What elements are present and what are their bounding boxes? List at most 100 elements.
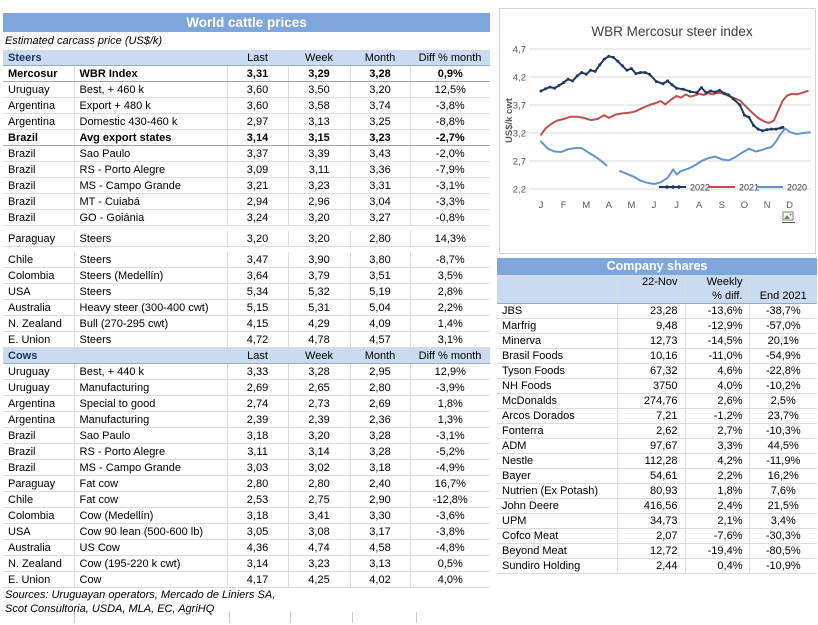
value-cell: 0,9% (409, 65, 491, 82)
company-end-cell: 21,5% (748, 498, 817, 514)
y-axis-label: US$/k cwt (504, 97, 515, 143)
y-tick-label: 3,7 (513, 101, 526, 112)
company-price-cell: 12,73 (616, 333, 685, 349)
country-cell: Uruguay (3, 81, 74, 98)
company-weekly-cell: -11,0% (684, 348, 749, 364)
series-marker (580, 71, 584, 74)
grid-stub (74, 612, 75, 623)
company-end-cell: 44,5% (748, 438, 817, 454)
company-row: Sundiro Holding 2,44 0,4% -10,9% (497, 558, 817, 574)
value-cell: 0,5% (409, 555, 491, 572)
value-cell: 4,57 (349, 331, 411, 348)
value-cell: 3,18 (226, 427, 289, 444)
value-cell: 4,25 (287, 571, 351, 588)
company-end-cell: -10,2% (748, 378, 817, 394)
table-row: Brazil Sao Paulo 3,18 3,20 3,28 -3,1% (3, 427, 491, 444)
value-cell: 3,23 (287, 177, 351, 194)
country-cell: Brazil (3, 443, 74, 460)
value-cell: 5,34 (226, 283, 289, 300)
table-row: N. Zealand Cow (195-220 k cwt) 3,14 3,23 3,1… (3, 555, 491, 572)
sources-note: Sources: Uruguayan operators, Mercado de… (5, 588, 275, 616)
value-cell: 3,27 (349, 209, 411, 226)
column-header: Diff % month (410, 50, 491, 66)
value-cell: 3,58 (287, 97, 351, 114)
value-cell: 5,31 (287, 299, 351, 316)
header-date: 22-Nov (616, 275, 685, 289)
value-cell: 14,3% (409, 231, 491, 247)
series-marker (598, 63, 602, 67)
series-marker (695, 91, 699, 95)
company-row: ADM 97,67 3,3% 44,5% (497, 438, 817, 454)
series-marker (704, 91, 708, 95)
company-name-cell: Tyson Foods (497, 363, 617, 379)
company-price-cell: 67,32 (616, 363, 685, 379)
country-cell: N. Zealand (3, 315, 74, 332)
company-row: John Deere 416,56 2,4% 21,5% (497, 498, 817, 514)
table-row: Uruguay Best, + 460 k 3,60 3,50 3,20 12,5% (3, 81, 491, 98)
company-price-cell: 80,93 (616, 483, 685, 499)
sources-line-1: Sources: Uruguayan operators, Mercado de… (5, 589, 276, 601)
country-cell: Brazil (3, 177, 74, 194)
table-row: Brazil Sao Paulo 3,37 3,39 3,43 -2,0% (3, 145, 491, 162)
series-marker (638, 71, 642, 74)
company-row: Tyson Foods 67,32 4,6% -22,8% (497, 363, 817, 379)
company-row: Nutrien (Ex Potash) 80,93 1,8% 7,6% (497, 483, 817, 499)
table-row: Paraguay Fat cow 2,80 2,80 2,40 16,7% (3, 475, 491, 492)
company-weekly-cell: 3,3% (684, 438, 749, 454)
country-cell: Brazil (3, 145, 74, 162)
series-marker (589, 68, 593, 72)
company-weekly-cell: 2,4% (684, 498, 749, 514)
company-price-cell: 97,67 (616, 438, 685, 454)
company-name-cell: ADM (497, 438, 617, 454)
series-marker (765, 128, 769, 132)
description-cell: Cow (195-220 k cwt) (73, 555, 228, 572)
value-cell: 3,13 (349, 555, 411, 572)
description-cell: GO - Goiánia (73, 209, 228, 226)
company-row: NH Foods 3750 4,0% -10,2% (497, 378, 817, 394)
column-header: Week (288, 347, 351, 364)
value-cell: 3,20 (287, 427, 351, 444)
company-row: Cofco Meat 2,07 -7,6% -30,3% (497, 528, 817, 544)
value-cell: 4,0% (409, 571, 491, 588)
value-cell: 3,04 (349, 193, 411, 210)
value-cell: 3,74 (349, 97, 411, 114)
value-cell: 1,4% (409, 315, 491, 332)
company-end-cell: 20,1% (748, 333, 817, 349)
company-end-cell: -57,0% (748, 318, 817, 334)
value-cell: 3,03 (226, 459, 289, 476)
value-cell: 3,08 (287, 523, 351, 540)
company-end-cell: -22,8% (748, 363, 817, 379)
series-marker (625, 68, 629, 72)
company-row: Bayer 54,61 2,2% 16,2% (497, 468, 817, 484)
value-cell: 2,80 (287, 475, 351, 492)
spacer-row (3, 246, 491, 252)
value-cell: 5,19 (349, 283, 411, 300)
company-weekly-cell: -13,6% (684, 303, 749, 319)
description-cell: Heavy steer (300-400 cwt) (73, 299, 228, 316)
value-cell: -4,9% (409, 459, 491, 476)
value-cell: 3,24 (226, 209, 289, 226)
country-cell: Uruguay (3, 379, 74, 396)
company-name-cell: Fonterra (497, 423, 617, 439)
value-cell: 4,36 (226, 539, 289, 556)
country-cell: Australia (3, 299, 74, 316)
description-cell: Steers (Medellín) (73, 267, 228, 284)
x-tick-label: N (764, 200, 771, 211)
table-row: Chile Steers 3,47 3,90 3,80 -8,7% (3, 252, 491, 268)
series-marker (566, 77, 570, 81)
company-weekly-cell: 4,0% (684, 378, 749, 394)
series-marker (539, 89, 543, 93)
company-price-cell: 416,56 (616, 498, 685, 514)
company-end-cell: -10,3% (748, 423, 817, 439)
country-cell: Paraguay (3, 231, 74, 247)
table-row: Uruguay Manufacturing 2,69 2,65 2,80 -3,9% (3, 379, 491, 396)
table-row: Brazil MT - Cuiabá 2,94 2,96 3,04 -3,3% (3, 193, 491, 210)
company-price-cell: 10,16 (616, 348, 685, 364)
value-cell: 1,3% (409, 411, 491, 428)
header-spacer (497, 275, 617, 289)
mercosur-steer-index-chart: 4,7 4,2 3,7 3,2 2,7 2,2 WBR Mercosur steer ind… (499, 8, 816, 254)
value-cell: -0,8% (409, 209, 491, 226)
company-end-cell: -80,5% (748, 543, 817, 559)
company-name-cell: Minerva (497, 333, 617, 349)
series-marker (742, 113, 746, 117)
